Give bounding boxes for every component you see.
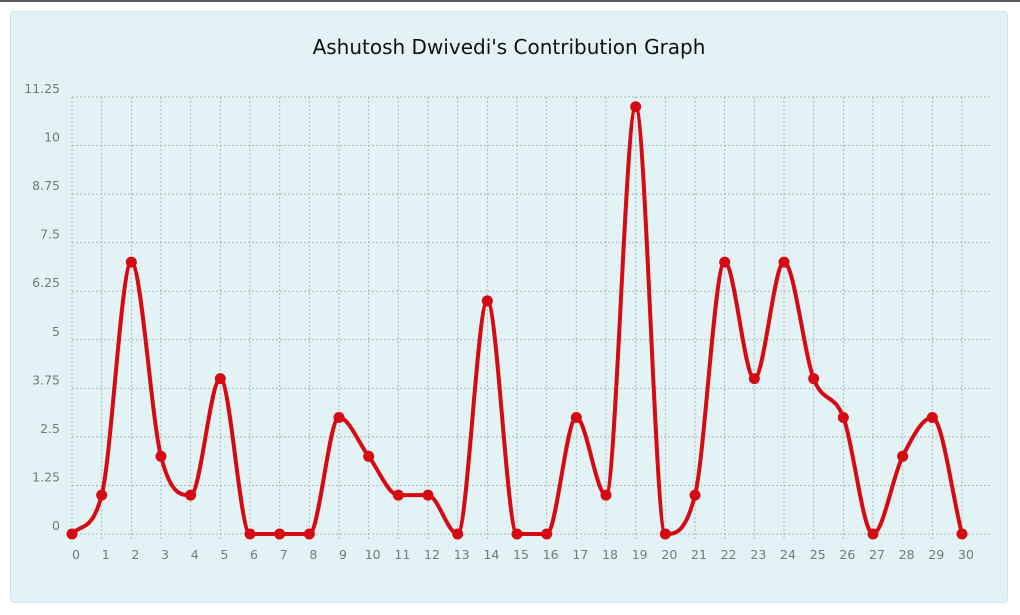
chart-grid (71, 96, 990, 540)
y-axis-ticks: 0 1.25 2.5 3.75 5 6.25 7.5 8.75 10 11.25 (24, 81, 60, 533)
x-tick-label: 30 (958, 547, 974, 562)
data-point[interactable] (422, 489, 434, 501)
data-point[interactable] (541, 528, 553, 540)
data-point[interactable] (778, 256, 790, 268)
data-point[interactable] (155, 450, 167, 462)
x-tick-label: 28 (899, 547, 915, 562)
x-tick-label: 4 (191, 547, 199, 562)
data-point[interactable] (452, 528, 464, 540)
x-tick-label: 21 (691, 547, 707, 562)
y-tick-label: 8.75 (32, 178, 60, 193)
x-tick-label: 18 (602, 547, 618, 562)
data-point[interactable] (511, 528, 523, 540)
x-tick-label: 22 (721, 547, 737, 562)
data-point[interactable] (66, 528, 78, 540)
x-tick-label: 20 (661, 547, 677, 562)
y-tick-label: 5 (52, 324, 60, 339)
data-point[interactable] (570, 411, 582, 423)
chart-title: Ashutosh Dwivedi's Contribution Graph (312, 35, 706, 59)
y-tick-label: 11.25 (24, 81, 60, 96)
x-tick-label: 9 (339, 547, 347, 562)
x-tick-label: 8 (309, 547, 317, 562)
x-tick-label: 24 (780, 547, 796, 562)
data-point[interactable] (837, 411, 849, 423)
x-tick-label: 23 (750, 547, 766, 562)
x-tick-label: 6 (250, 547, 258, 562)
x-tick-label: 16 (543, 547, 559, 562)
x-tick-label: 0 (72, 547, 80, 562)
series-points (66, 101, 968, 540)
x-tick-label: 29 (928, 547, 944, 562)
y-tick-label: 10 (44, 130, 60, 145)
x-tick-label: 26 (839, 547, 855, 562)
data-point[interactable] (600, 489, 612, 501)
x-tick-label: 11 (394, 547, 410, 562)
data-point[interactable] (303, 528, 315, 540)
data-point[interactable] (719, 256, 731, 268)
data-point[interactable] (897, 450, 909, 462)
x-tick-label: 14 (483, 547, 499, 562)
y-tick-label: 1.25 (32, 469, 60, 484)
y-tick-label: 2.5 (40, 421, 60, 436)
x-tick-label: 19 (632, 547, 648, 562)
x-tick-label: 25 (810, 547, 826, 562)
x-tick-label: 10 (365, 547, 381, 562)
data-point[interactable] (214, 373, 226, 385)
x-tick-label: 5 (220, 547, 228, 562)
data-point[interactable] (363, 450, 375, 462)
x-tick-label: 3 (161, 547, 169, 562)
y-tick-label: 0 (52, 518, 60, 533)
x-tick-label: 17 (572, 547, 588, 562)
x-tick-label: 2 (131, 547, 139, 562)
x-tick-label: 12 (424, 547, 440, 562)
data-point[interactable] (274, 528, 286, 540)
top-border-line (0, 0, 1020, 2)
data-point[interactable] (333, 411, 345, 423)
data-point[interactable] (244, 528, 256, 540)
y-tick-label: 3.75 (32, 372, 60, 387)
data-point[interactable] (689, 489, 701, 501)
data-point[interactable] (630, 101, 642, 113)
y-tick-label: 7.5 (40, 227, 60, 242)
x-tick-label: 13 (454, 547, 470, 562)
data-point[interactable] (481, 295, 493, 307)
x-tick-label: 27 (869, 547, 885, 562)
x-tick-label: 1 (102, 547, 110, 562)
data-point[interactable] (185, 489, 197, 501)
data-point[interactable] (659, 528, 671, 540)
data-point[interactable] (956, 528, 968, 540)
x-tick-label: 15 (513, 547, 529, 562)
data-point[interactable] (392, 489, 404, 501)
data-point[interactable] (125, 256, 137, 268)
data-point[interactable] (808, 373, 820, 385)
data-point[interactable] (748, 373, 760, 385)
x-tick-label: 7 (280, 547, 288, 562)
x-axis-ticks: 0 1 2 3 4 5 6 7 8 9 10 11 12 13 14 15 16 17 18 19 20 21 22 23 24… (72, 547, 974, 562)
data-point[interactable] (926, 411, 938, 423)
y-tick-label: 6.25 (32, 275, 60, 290)
data-point[interactable] (96, 489, 108, 501)
data-point[interactable] (867, 528, 879, 540)
